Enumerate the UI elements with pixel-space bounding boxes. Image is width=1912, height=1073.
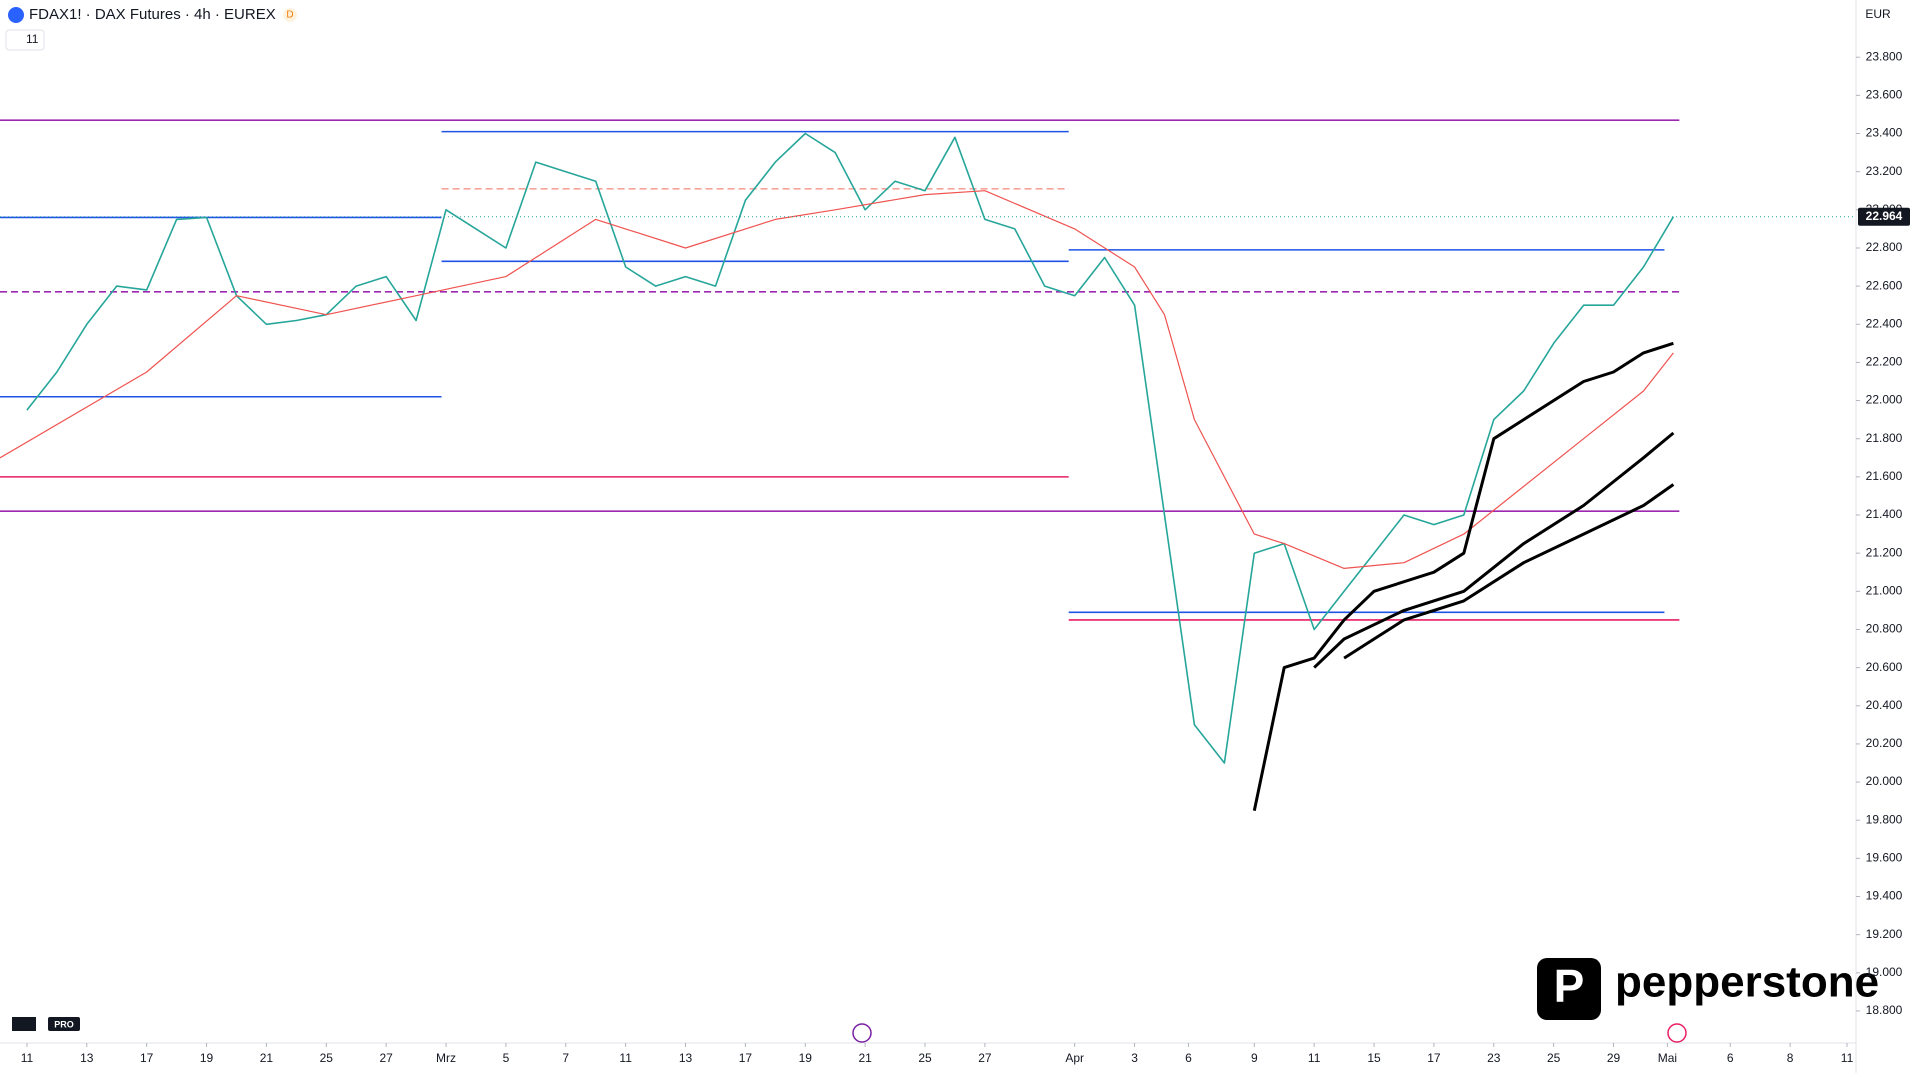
y-tick-label: 22.600 bbox=[1866, 278, 1903, 292]
x-tick-label: 17 bbox=[1427, 1051, 1441, 1065]
pro-badge bbox=[48, 1017, 80, 1031]
y-tick-label: 21.200 bbox=[1866, 545, 1903, 559]
symbol-title[interactable]: FDAX1! · DAX Futures · 4h · EUREX bbox=[29, 6, 276, 23]
y-tick-label: 20.800 bbox=[1866, 622, 1903, 636]
indicator-toggle[interactable] bbox=[5, 29, 45, 51]
x-tick-label: 13 bbox=[80, 1051, 94, 1065]
price-marker bbox=[1858, 207, 1910, 226]
x-tick-label: 13 bbox=[679, 1051, 693, 1065]
x-tick-label: 21 bbox=[858, 1051, 872, 1065]
series-line bbox=[1252, 341, 1674, 812]
x-tick-label: 25 bbox=[918, 1051, 932, 1065]
series-line bbox=[0, 190, 1674, 569]
x-tick-label: 6 bbox=[1185, 1051, 1192, 1065]
replay-button[interactable] bbox=[852, 1023, 872, 1043]
currency[interactable]: EUR bbox=[1865, 7, 1891, 21]
tv-logo bbox=[12, 1017, 36, 1031]
series-line bbox=[26, 132, 1675, 764]
x-tick-label: 11 bbox=[21, 1051, 34, 1065]
x-tick-label: 15 bbox=[1367, 1051, 1381, 1065]
y-tick-label: 22.200 bbox=[1866, 355, 1903, 369]
y-tick-label: 23.200 bbox=[1866, 164, 1903, 178]
y-tick-label: 23.800 bbox=[1866, 49, 1903, 63]
pro-text: PRO bbox=[54, 1019, 74, 1029]
x-tick-label: 9 bbox=[1251, 1051, 1258, 1065]
y-tick-label: 22.400 bbox=[1866, 316, 1903, 330]
x-tick-label: 8 bbox=[1787, 1051, 1794, 1065]
x-tick-label: 25 bbox=[320, 1051, 334, 1065]
brand-logo bbox=[1537, 958, 1601, 1020]
interval-badge: D bbox=[286, 10, 293, 21]
x-tick-label: 27 bbox=[379, 1051, 393, 1065]
y-tick-label: 20.600 bbox=[1866, 660, 1903, 674]
y-tick-label: 21.600 bbox=[1866, 469, 1903, 483]
brand-logo-mark: P bbox=[1554, 960, 1585, 1012]
y-tick-label: 22.800 bbox=[1866, 240, 1903, 254]
y-tick-label: 23.600 bbox=[1866, 88, 1903, 102]
y-tick-label: 20.400 bbox=[1866, 698, 1903, 712]
y-tick-label: 19.800 bbox=[1866, 812, 1903, 826]
x-tick-label: 17 bbox=[739, 1051, 753, 1065]
y-tick-label: 19.200 bbox=[1866, 927, 1903, 941]
series-line bbox=[1343, 483, 1675, 660]
symbol-icon bbox=[8, 7, 24, 23]
y-tick-label: 20.200 bbox=[1866, 736, 1903, 750]
x-tick-label: 11 bbox=[619, 1051, 632, 1065]
x-tick-label: 19 bbox=[200, 1051, 214, 1065]
x-tick-label: 21 bbox=[260, 1051, 274, 1065]
x-tick-label: 6 bbox=[1727, 1051, 1734, 1065]
y-tick-label: 18.800 bbox=[1866, 1003, 1903, 1017]
y-tick-label: 21.400 bbox=[1866, 507, 1903, 521]
x-tick-label: 29 bbox=[1607, 1051, 1621, 1065]
badge-bg bbox=[283, 8, 297, 22]
y-tick-label: 22.000 bbox=[1866, 393, 1903, 407]
x-tick-label: 27 bbox=[978, 1051, 992, 1065]
plot bbox=[0, 119, 1856, 812]
y-tick-label: 19.400 bbox=[1866, 889, 1903, 903]
x-tick-label: 17 bbox=[140, 1051, 154, 1065]
x-tick-label: 7 bbox=[562, 1051, 569, 1065]
x-tick-label: 11 bbox=[1841, 1051, 1854, 1065]
x-tick-label: 25 bbox=[1547, 1051, 1561, 1065]
y-tick-label: 20.000 bbox=[1866, 774, 1903, 788]
x-tick-label: Mrz bbox=[436, 1051, 456, 1065]
x-tick-label: 11 bbox=[1308, 1051, 1321, 1065]
price-marker-label: 22.964 bbox=[1866, 209, 1903, 223]
indicator-count: 11 bbox=[26, 32, 39, 46]
x-tick-label: Mai bbox=[1658, 1051, 1677, 1065]
x-tick-label: 5 bbox=[503, 1051, 510, 1065]
x-tick-label: 3 bbox=[1131, 1051, 1138, 1065]
x-tick-label: 19 bbox=[799, 1051, 813, 1065]
y-tick-label: 19.600 bbox=[1866, 851, 1903, 865]
brand-name: pepperstone bbox=[1615, 958, 1879, 1007]
event-button[interactable] bbox=[1667, 1023, 1687, 1043]
x-tick-label: Apr bbox=[1065, 1051, 1084, 1065]
series-line bbox=[1313, 431, 1675, 669]
y-tick-label: 21.800 bbox=[1866, 431, 1903, 445]
y-tick-label: 19.000 bbox=[1866, 965, 1903, 979]
x-tick-label: 23 bbox=[1487, 1051, 1501, 1065]
y-tick-label: 21.000 bbox=[1866, 583, 1903, 597]
y-tick-label: 23.400 bbox=[1866, 126, 1903, 140]
